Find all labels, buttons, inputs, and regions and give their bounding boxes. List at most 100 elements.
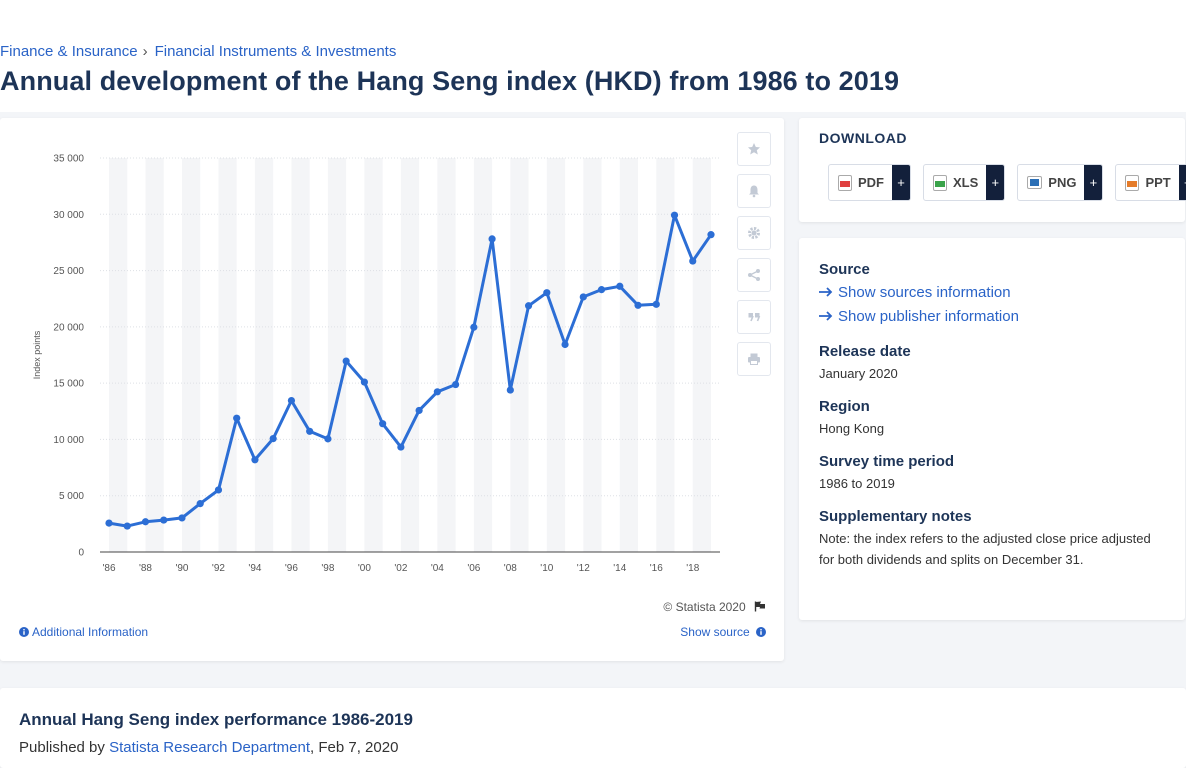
y-tick-label: 20 000	[53, 322, 84, 333]
notification-button[interactable]	[737, 174, 771, 208]
x-tick-label: '94	[248, 563, 261, 574]
data-point	[561, 340, 569, 349]
y-tick-label: 30 000	[53, 210, 84, 221]
show-source-link[interactable]: Show source	[680, 625, 766, 639]
x-tick-label: '10	[540, 563, 553, 574]
cite-button[interactable]	[737, 300, 771, 334]
data-point	[214, 486, 223, 494]
chart-column-band	[218, 158, 237, 552]
x-tick-label: '02	[394, 563, 407, 574]
show-publisher-link[interactable]: Show publisher information	[819, 308, 1019, 325]
data-point	[524, 302, 533, 310]
chart-toolbar	[737, 132, 773, 384]
download-ppt-button[interactable]: PPT +	[1115, 164, 1186, 201]
data-point	[433, 388, 441, 396]
data-point	[415, 406, 423, 415]
chart-column-band	[254, 158, 274, 552]
y-tick-label: 0	[78, 548, 84, 559]
settings-button[interactable]	[737, 216, 771, 250]
ppt-file-icon	[1125, 174, 1140, 191]
download-png-label: PNG	[1048, 175, 1077, 190]
copyright-text: © Statista 2020	[663, 600, 746, 614]
chart-column-band	[546, 158, 566, 552]
publisher-link[interactable]: Statista Research Department	[109, 739, 311, 756]
data-point	[306, 427, 314, 435]
source-label: Source	[819, 261, 870, 278]
y-tick-label: 25 000	[53, 266, 84, 277]
data-point	[597, 286, 606, 294]
x-tick-label: '00	[358, 563, 371, 574]
x-tick-label: '04	[431, 563, 444, 574]
show-sources-link[interactable]: Show sources information	[819, 284, 1011, 301]
download-ppt-plus[interactable]: +	[1178, 165, 1186, 200]
x-tick-label: '18	[686, 563, 699, 574]
y-tick-label: 5 000	[59, 491, 84, 502]
series-line	[108, 213, 713, 528]
flag-icon[interactable]	[754, 601, 766, 612]
chart-column-band	[656, 158, 675, 552]
download-png-button[interactable]: PNG +	[1017, 164, 1104, 201]
statistic-summary: Annual Hang Seng index performance 1986-…	[0, 688, 1186, 768]
download-xls-button[interactable]: XLS +	[923, 164, 1006, 201]
y-tick-label: 10 000	[53, 435, 84, 446]
supplementary-notes-label: Supplementary notes	[819, 508, 972, 525]
published-by-label: Published by	[19, 739, 105, 756]
download-pdf-button[interactable]: PDF +	[828, 164, 911, 201]
info-icon	[19, 627, 29, 637]
page-title: Annual development of the Hang Seng inde…	[0, 66, 900, 96]
chart-column-band	[619, 158, 639, 552]
release-date-label: Release date	[819, 343, 911, 360]
share-button[interactable]	[737, 258, 771, 292]
x-tick-label: '12	[577, 563, 590, 574]
copyright-notice: © Statista 2020	[663, 600, 766, 614]
show-source-label: Show source	[680, 625, 750, 639]
png-file-icon	[1027, 176, 1043, 189]
arrow-right-icon	[819, 311, 833, 321]
x-tick-label: '16	[650, 563, 663, 574]
statistic-details-panel: Source Show sources information Show pub…	[799, 238, 1185, 620]
info-icon	[756, 627, 766, 637]
data-point	[324, 435, 332, 443]
x-tick-label: '92	[212, 563, 225, 574]
summary-title: Annual Hang Seng index performance 1986-…	[19, 710, 413, 729]
gear-icon	[748, 227, 760, 239]
print-icon	[748, 353, 760, 365]
data-point	[342, 357, 350, 365]
chart-column-band	[692, 158, 711, 552]
data-point	[178, 514, 186, 522]
download-png-plus[interactable]: +	[1084, 165, 1103, 200]
chart-card: 0 5 000 10 000 15 000 20 000 25 000 30 000 35 0…	[0, 118, 784, 661]
supplementary-notes-value: Note: the index refers to the adjusted c…	[819, 531, 1151, 567]
data-point	[707, 231, 715, 239]
print-button[interactable]	[737, 342, 771, 376]
data-point	[360, 378, 368, 386]
chart-column-band	[181, 158, 201, 552]
data-point	[141, 518, 150, 526]
data-point	[579, 293, 587, 301]
download-xls-plus[interactable]: +	[986, 165, 1005, 200]
breadcrumb-finance-insurance[interactable]: Finance & Insurance	[0, 43, 138, 60]
breadcrumb-financial-instruments[interactable]: Financial Instruments & Investments	[154, 43, 397, 60]
x-tick-label: '90	[175, 563, 188, 574]
y-axis-label: Index points	[32, 330, 42, 379]
x-tick-label: '08	[504, 563, 517, 574]
published-by: Published by Statista Research Departmen…	[19, 739, 398, 756]
data-point	[652, 300, 660, 308]
download-xls-label: XLS	[953, 175, 979, 190]
chart-column-band	[583, 158, 602, 552]
download-pdf-plus[interactable]: +	[892, 165, 910, 200]
data-point	[470, 323, 478, 331]
x-tick-label: '86	[102, 563, 115, 574]
favorite-button[interactable]	[737, 132, 771, 166]
survey-period-label: Survey time period	[819, 453, 955, 470]
y-tick-label: 15 000	[53, 379, 84, 390]
data-point	[196, 500, 204, 508]
download-title: DOWNLOAD	[819, 130, 907, 146]
chart-column-band	[437, 158, 456, 552]
download-buttons: PDF + XLS + PNG + PPT +	[828, 164, 1186, 201]
data-point	[634, 301, 642, 309]
data-point	[251, 456, 259, 464]
star-icon	[748, 143, 760, 155]
additional-information-link[interactable]: Additional Information	[19, 625, 148, 639]
data-point	[105, 519, 113, 527]
